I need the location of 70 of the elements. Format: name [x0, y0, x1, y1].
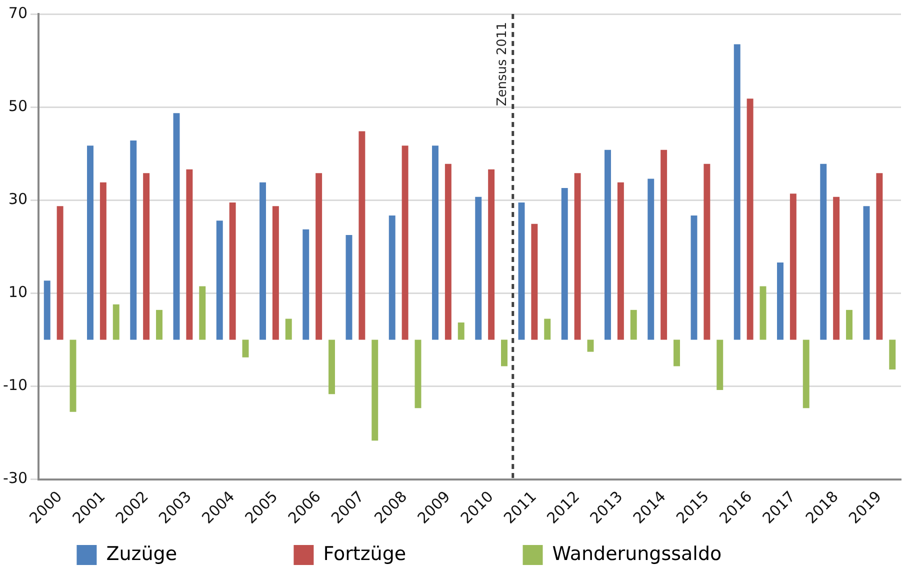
- bar: [630, 310, 637, 340]
- bar: [846, 310, 852, 340]
- bar: [704, 164, 710, 340]
- bar: [44, 280, 50, 340]
- bar: [587, 340, 594, 352]
- bar: [414, 340, 422, 408]
- bar: [617, 182, 624, 340]
- bar: [544, 318, 551, 340]
- bar: [56, 206, 64, 340]
- bar: [574, 173, 581, 340]
- bar: [302, 229, 310, 340]
- bar: [876, 173, 883, 340]
- bar: [346, 235, 352, 340]
- bar: [328, 340, 335, 394]
- bar: [186, 169, 193, 340]
- bar: [501, 340, 508, 366]
- bar: [802, 340, 810, 408]
- bar: [488, 169, 495, 340]
- bar: [402, 146, 408, 340]
- bar: [372, 340, 378, 441]
- bar: [173, 113, 180, 340]
- bar: [458, 322, 464, 340]
- bar: [199, 286, 206, 340]
- bar: [100, 182, 106, 340]
- bar: [156, 310, 162, 340]
- y-tick-label: 30: [8, 190, 28, 208]
- bar: [777, 262, 784, 340]
- y-tick-label: 70: [8, 4, 28, 22]
- bar: [674, 340, 680, 366]
- bar: [87, 146, 94, 340]
- bar: [358, 131, 366, 340]
- bar: [863, 206, 870, 340]
- y-tick-label: -30: [3, 469, 28, 488]
- ref-line-label: Zensus 2011: [495, 22, 510, 106]
- legend-label: Fortzüge: [323, 542, 509, 565]
- bar: [475, 196, 482, 340]
- legend-label: Zuzüge: [106, 542, 280, 565]
- bar: [833, 196, 840, 340]
- bar: [388, 215, 396, 340]
- bar: [272, 206, 279, 340]
- bar: [734, 44, 740, 340]
- y-tick-label: -10: [3, 376, 28, 394]
- bar: [760, 286, 766, 340]
- bar: [716, 340, 724, 390]
- bar: [316, 173, 322, 340]
- bar: [561, 188, 568, 340]
- y-tick-label: 50: [8, 96, 28, 115]
- bar: [518, 202, 525, 340]
- bar: [143, 173, 150, 340]
- bar: [216, 220, 223, 340]
- bar: [285, 318, 292, 340]
- bar: [648, 178, 654, 340]
- bar: [531, 224, 538, 340]
- bar: [690, 215, 698, 340]
- bar: [260, 182, 266, 340]
- bar: [112, 304, 120, 340]
- bar: [889, 340, 896, 370]
- legend-label: Wanderungssaldo: [552, 542, 824, 565]
- bar: [70, 340, 76, 412]
- bar: [746, 98, 754, 340]
- bar: [229, 202, 236, 340]
- bar: [790, 194, 796, 340]
- bar: [820, 164, 827, 340]
- bar: [432, 146, 438, 340]
- bar: [444, 164, 452, 340]
- bar: [660, 150, 668, 340]
- bar: [242, 340, 249, 358]
- bar: [604, 150, 611, 340]
- bar: [130, 140, 137, 340]
- y-tick-label: 10: [8, 283, 28, 302]
